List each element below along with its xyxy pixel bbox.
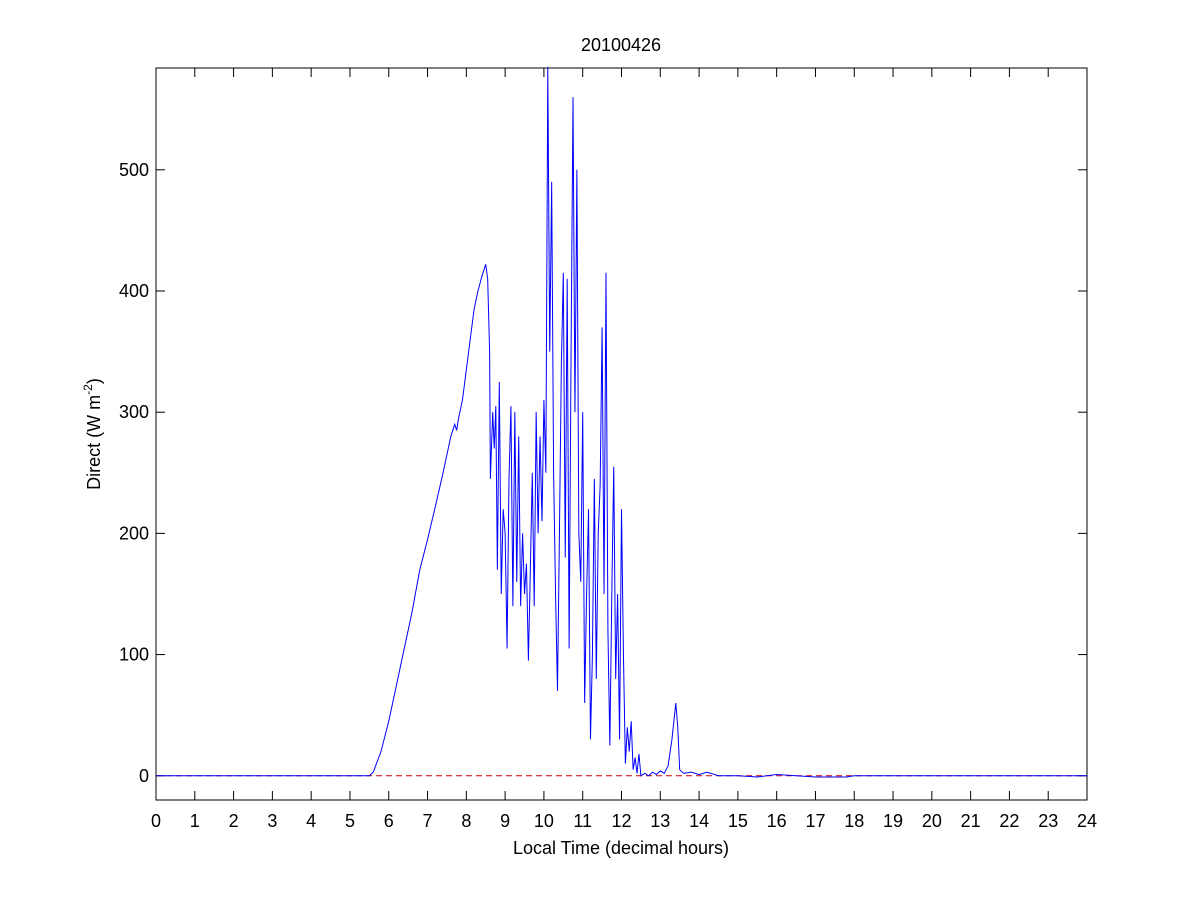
y-tick-label: 200 <box>119 523 149 543</box>
x-axis-label: Local Time (decimal hours) <box>513 838 729 858</box>
x-tick-label: 9 <box>500 811 510 831</box>
chart-title: 20100426 <box>581 35 661 55</box>
x-tick-label: 24 <box>1077 811 1097 831</box>
y-tick-label: 400 <box>119 281 149 301</box>
x-tick-label: 6 <box>384 811 394 831</box>
x-tick-label: 16 <box>767 811 787 831</box>
x-tick-label: 8 <box>461 811 471 831</box>
x-tick-label: 13 <box>650 811 670 831</box>
x-tick-label: 17 <box>805 811 825 831</box>
y-axis-label: Direct (W m-2) <box>81 378 104 490</box>
x-tick-label: 21 <box>961 811 981 831</box>
x-tick-label: 7 <box>423 811 433 831</box>
x-tick-label: 20 <box>922 811 942 831</box>
x-tick-label: 10 <box>534 811 554 831</box>
y-tick-label: 500 <box>119 160 149 180</box>
x-tick-label: 23 <box>1038 811 1058 831</box>
x-tick-label: 19 <box>883 811 903 831</box>
x-tick-label: 1 <box>190 811 200 831</box>
x-tick-label: 14 <box>689 811 709 831</box>
x-tick-label: 12 <box>611 811 631 831</box>
y-tick-label: 0 <box>139 766 149 786</box>
x-tick-label: 2 <box>229 811 239 831</box>
y-tick-label: 100 <box>119 645 149 665</box>
y-tick-label: 300 <box>119 402 149 422</box>
axes-box <box>155 67 1088 801</box>
data-line <box>156 66 1087 778</box>
x-tick-label: 5 <box>345 811 355 831</box>
x-tick-label: 15 <box>728 811 748 831</box>
x-tick-label: 0 <box>151 811 161 831</box>
y-axis-label-superscript: -2 <box>81 384 95 395</box>
x-tick-label: 22 <box>999 811 1019 831</box>
x-tick-label: 18 <box>844 811 864 831</box>
y-axis-label-text: Direct (W m <box>84 395 104 490</box>
x-tick-label: 3 <box>267 811 277 831</box>
y-axis-label-suffix: ) <box>84 378 104 384</box>
x-tick-label: 4 <box>306 811 316 831</box>
x-tick-label: 11 <box>573 811 592 831</box>
